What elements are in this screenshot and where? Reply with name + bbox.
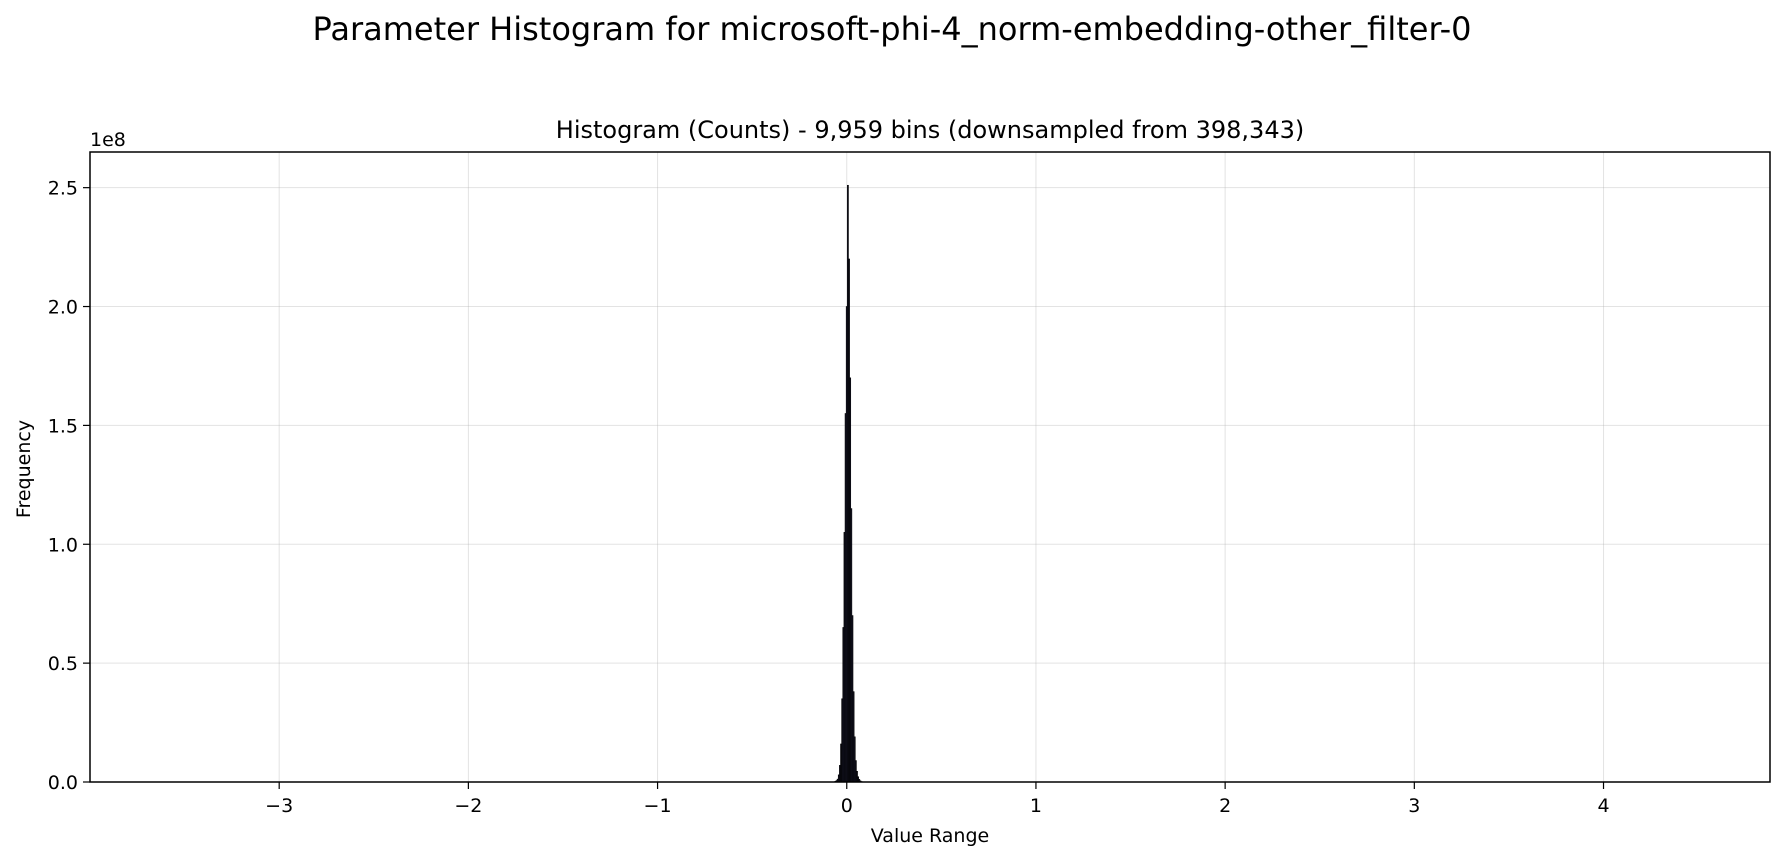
y-tick-label: 2.0 xyxy=(48,297,78,319)
axes-title: Histogram (Counts) - 9,959 bins (downsam… xyxy=(556,116,1304,144)
x-tick-label: 3 xyxy=(1408,795,1420,817)
figure-suptitle: Parameter Histogram for microsoft-phi-4_… xyxy=(313,10,1472,48)
y-tick-label: 1.5 xyxy=(48,415,78,437)
x-tick-label: −3 xyxy=(265,795,293,817)
y-tick-label: 2.5 xyxy=(48,178,78,200)
y-axis-offset-label: 1e8 xyxy=(90,129,126,151)
x-tick-label: −2 xyxy=(454,795,482,817)
y-axis-label: Frequency xyxy=(13,420,35,518)
x-tick-label: 2 xyxy=(1219,795,1231,817)
y-tick-label: 0.0 xyxy=(48,772,78,794)
x-axis-label: Value Range xyxy=(871,825,989,847)
x-tick-label: 4 xyxy=(1597,795,1609,817)
plot-area-frame xyxy=(89,151,1771,783)
x-tick-label: 0 xyxy=(841,795,853,817)
axis-ticks: −3 −2 −1 0 1 2 3 4 0.0 0.5 1.0 1.5 2.0 2.5 xyxy=(48,178,1610,817)
x-tick-label: −1 xyxy=(644,795,672,817)
histogram-bars xyxy=(834,184,863,783)
x-tick-label: 1 xyxy=(1030,795,1042,817)
y-tick-label: 0.5 xyxy=(48,653,78,675)
y-tick-label: 1.0 xyxy=(48,534,78,556)
